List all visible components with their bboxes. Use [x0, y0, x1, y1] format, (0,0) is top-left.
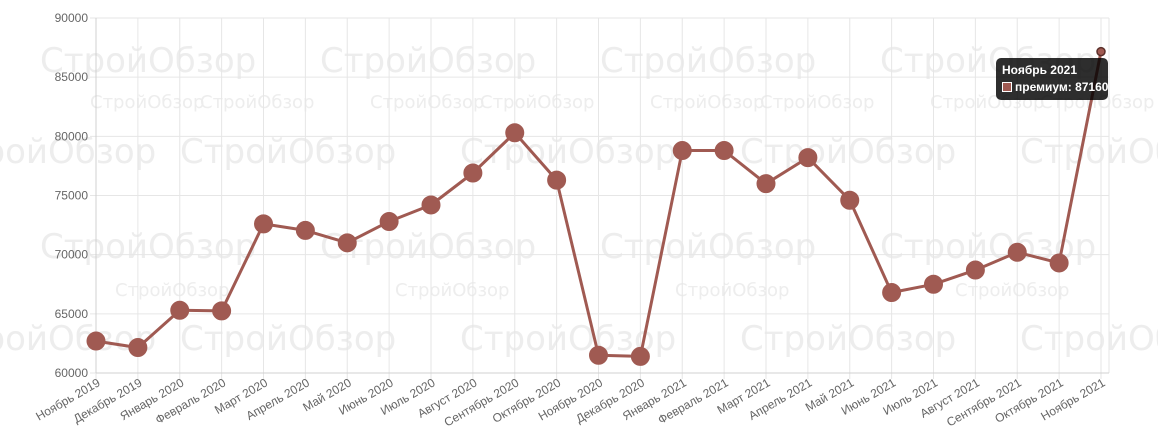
data-point [756, 174, 776, 194]
watermark-text: СтройОбзор [955, 280, 1069, 301]
watermark-text: СтройОбзор [90, 92, 204, 113]
data-point [547, 170, 567, 190]
series-premium [86, 46, 1106, 366]
data-point [1049, 253, 1069, 273]
watermark-text: СтройОбзор [320, 41, 536, 81]
watermark-text: СтройОбзор [1020, 319, 1158, 359]
data-point [505, 123, 525, 143]
watermark-text: СтройОбзор [40, 227, 256, 267]
tooltip-title: Ноябрь 2021 [1002, 63, 1077, 77]
watermark-text: СтройОбзор [650, 92, 764, 113]
watermark-text: СтройОбзор [320, 227, 536, 267]
watermark-text: СтройОбзор [370, 92, 484, 113]
data-point [128, 338, 148, 358]
watermark-text: СтройОбзор [740, 132, 956, 172]
data-point [798, 148, 818, 168]
data-point [170, 300, 190, 320]
data-point [379, 212, 399, 232]
y-tick-label: 75000 [55, 189, 89, 203]
watermark-text: СтройОбзор [180, 132, 396, 172]
data-point [212, 301, 232, 321]
tooltip: Ноябрь 2021 премиум: 87160 [996, 58, 1108, 100]
tooltip-swatch [1002, 82, 1012, 92]
data-point [337, 233, 357, 253]
y-tick-label: 65000 [55, 307, 89, 321]
data-point [1007, 242, 1027, 262]
data-point [86, 331, 106, 351]
watermark-text: СтройОбзор [200, 92, 314, 113]
watermark-text: СтройОбзор [600, 41, 816, 81]
data-point [882, 283, 902, 303]
data-point [463, 163, 483, 183]
watermark-text: СтройОбзор [115, 280, 229, 301]
watermark-text: СтройОбзор [460, 132, 676, 172]
watermark-text: СтройОбзор [180, 319, 396, 359]
data-point [1096, 46, 1106, 57]
data-point [672, 141, 692, 161]
watermark-text: СтройОбзор [675, 280, 789, 301]
watermark-text: СтройОбзор [740, 319, 956, 359]
data-point [965, 260, 985, 280]
data-point [924, 274, 943, 294]
y-tick-label: 60000 [55, 366, 89, 380]
y-tick-label: 80000 [55, 129, 89, 143]
data-point [840, 190, 860, 210]
watermark-text: СтройОбзор [40, 41, 256, 81]
y-axis: 60000 65000 70000 75000 80000 85000 90000 [55, 11, 89, 380]
watermark-text: СтройОбзор [480, 92, 594, 113]
watermark-text: СтройОбзор [395, 280, 509, 301]
y-tick-label: 85000 [55, 70, 89, 84]
data-point [295, 220, 315, 240]
data-point [254, 214, 273, 234]
watermark-text: СтройОбзор [0, 132, 156, 172]
watermark-text: СтройОбзор [1020, 132, 1158, 172]
data-point [421, 195, 441, 215]
tooltip-label: премиум: 87160 [1015, 80, 1109, 94]
watermark-text: СтройОбзор [760, 92, 874, 113]
data-point [630, 346, 650, 366]
watermark-text: СтройОбзор [600, 227, 816, 267]
data-point [589, 345, 608, 365]
y-tick-label: 90000 [55, 11, 89, 25]
data-point [714, 141, 734, 161]
y-tick-label: 70000 [55, 248, 89, 262]
